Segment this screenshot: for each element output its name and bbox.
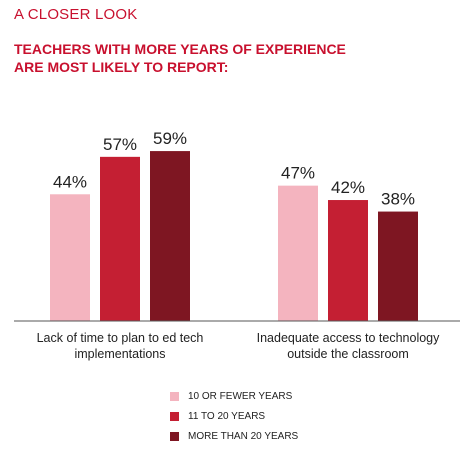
- data-label: 57%: [103, 135, 137, 154]
- legend-swatch: [170, 432, 179, 441]
- legend-label: MORE THAN 20 YEARS: [188, 431, 299, 442]
- bar: [100, 156, 140, 321]
- legend-swatch: [170, 392, 179, 401]
- chart-legend: 10 OR FEWER YEARS 11 TO 20 YEARS MORE TH…: [170, 390, 298, 450]
- category-label: Inadequate access to technology: [257, 331, 441, 345]
- headline-line-1: TEACHERS WITH MORE YEARS OF EXPERIENCE: [14, 41, 346, 57]
- data-label: 44%: [53, 172, 87, 191]
- legend-swatch: [170, 412, 179, 421]
- category-label: outside the classroom: [287, 347, 409, 361]
- bar: [50, 194, 90, 321]
- legend-label: 11 TO 20 YEARS: [188, 411, 266, 422]
- bar: [378, 211, 418, 321]
- data-label: 59%: [153, 129, 187, 148]
- legend-item: MORE THAN 20 YEARS: [170, 430, 298, 443]
- bar: [150, 151, 190, 321]
- legend-label: 10 OR FEWER YEARS: [188, 391, 293, 402]
- data-label: 38%: [381, 190, 415, 209]
- bar: [328, 200, 368, 321]
- data-label: 42%: [331, 178, 365, 197]
- legend-item: 10 OR FEWER YEARS: [170, 390, 298, 403]
- category-label: implementations: [74, 347, 165, 361]
- headline-line-2: ARE MOST LIKELY TO REPORT:: [14, 59, 229, 75]
- data-label: 47%: [281, 164, 315, 183]
- bar: [278, 185, 318, 321]
- eyebrow-label: A CLOSER LOOK: [14, 6, 138, 23]
- legend-item: 11 TO 20 YEARS: [170, 410, 298, 423]
- bar-chart: 44% 57% 59% Lack of time to plan to ed tech…: [14, 129, 460, 361]
- category-label: Lack of time to plan to ed tech: [37, 331, 204, 345]
- chart-headline: TEACHERS WITH MORE YEARS OF EXPERIENCE A…: [14, 40, 454, 76]
